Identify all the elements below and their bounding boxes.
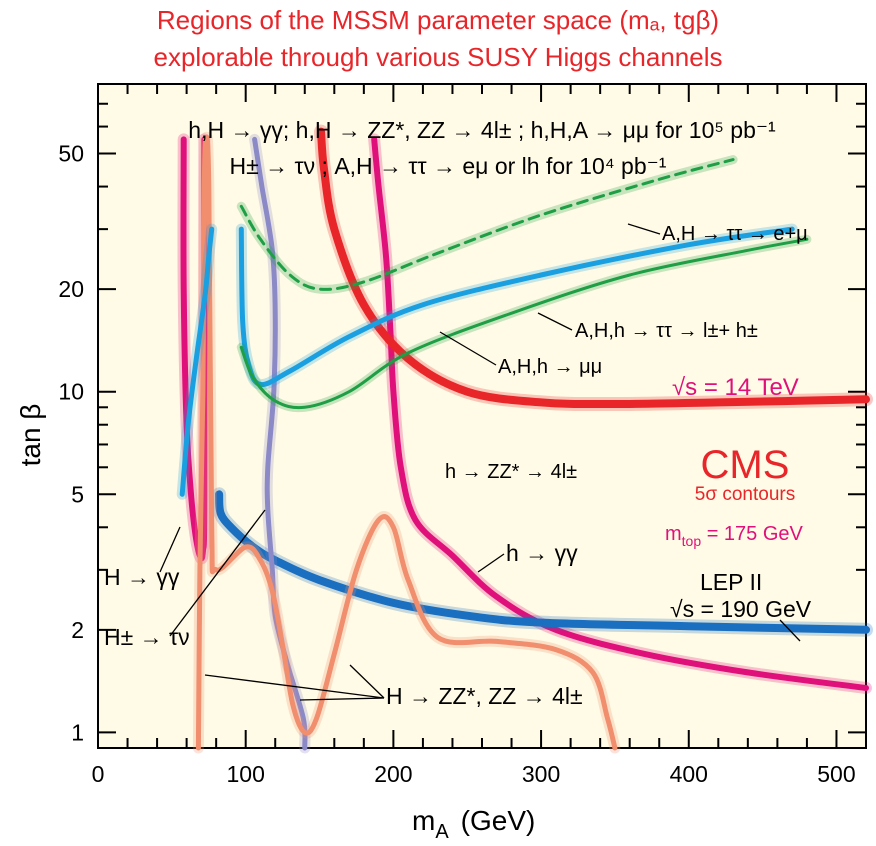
header-line-1: h,H → γγ; h,H → ZZ*, ZZ → 4l± ; h,H,A → … [188,117,776,143]
series-h-zz-4l [317,127,870,409]
pointer-emu [627,223,661,235]
label-5sigma: 5σ contours [695,484,795,505]
x-tick-label: 200 [374,761,412,787]
x-tick-label: 400 [670,761,708,787]
pointer-lh [537,312,573,331]
label-lep-sqrt: √s = 190 GeV [670,596,812,622]
plot-area [97,83,867,749]
series-layer [176,124,873,754]
pointer-zz-2 [299,697,385,701]
mtop-val: = 175 GeV [701,523,803,545]
y-tick-label: 5 [71,481,84,507]
label-mumu: A,H,h → μμ [498,356,602,378]
annotation-pointers [159,223,801,701]
chart-title-line-2: explorable through various SUSY Higgs ch… [153,42,723,72]
mtop-m: m [665,523,682,545]
y-tick-label: 1 [71,719,84,745]
y-tick-label: 20 [58,276,84,302]
series-mumu [238,226,795,388]
series-h-gamgam [371,136,869,691]
series-H-gamgam-blue [179,226,215,497]
y-tick-label: 50 [58,141,84,167]
series-H-zz-4l [195,134,618,751]
x-tick-label: 300 [522,761,560,787]
tick-labels: 0 100 200 300 400 500 1 2 5 10 20 50 [58,141,855,787]
label-h-gamgam: h → γγ [506,540,578,566]
series-H-gamgam-left [180,136,208,562]
label-lep-ii: LEP II [700,569,762,595]
x-tick-label: 500 [817,761,855,787]
series-tautau-lh [239,237,809,410]
label-tautau-emu: A,H → ττ → e+μ [662,223,808,245]
y-tick-label: 10 [58,379,84,405]
pointer-zz-3 [349,664,385,699]
y-axis-title: tan β [15,404,46,467]
label-sqrt-s-14: √s = 14 TeV [672,374,799,401]
label-h-zz-4l: h → ZZ* → 4l± [445,461,577,483]
pointer-lep [779,619,801,642]
header-line-2: H± → τν ; A,H → ττ → eμ or lh for 10⁴ pb… [230,153,667,179]
x-tick-label: 100 [227,761,265,787]
x-axis-sub: A [435,821,449,843]
mtop-sub: top [682,533,702,549]
axis-ticks [97,83,867,748]
x-axis-unit: (GeV) [461,805,536,836]
pointer-Hpm-taunu [169,509,266,637]
x-axis-title: mA (GeV) [412,805,535,843]
label-H-zz-4l: H → ZZ*, ZZ → 4l± [386,683,583,709]
chart-title-line-1: Regions of the MSSM parameter space (mₐ,… [156,5,720,35]
label-mtop: mtop = 175 GeV [665,523,804,549]
series-lep-ii [215,490,870,634]
series-tautau-emu [239,158,735,291]
label-cms: CMS [701,443,790,487]
pointer-H-gamgam [159,526,181,573]
label-H-gamgam: H → γγ [104,564,180,590]
pointer-h-gamgam [477,553,505,573]
y-tick-label: 2 [71,617,84,643]
chart-title: Regions of the MSSM parameter space (mₐ,… [0,2,876,76]
label-tautau-lh: A,H,h → ττ → l±+ h± [575,320,758,342]
pointer-mumu [439,331,497,366]
pointer-zz-1 [204,674,385,699]
x-axis-m: m [412,805,435,836]
x-tick-label: 0 [92,761,105,787]
